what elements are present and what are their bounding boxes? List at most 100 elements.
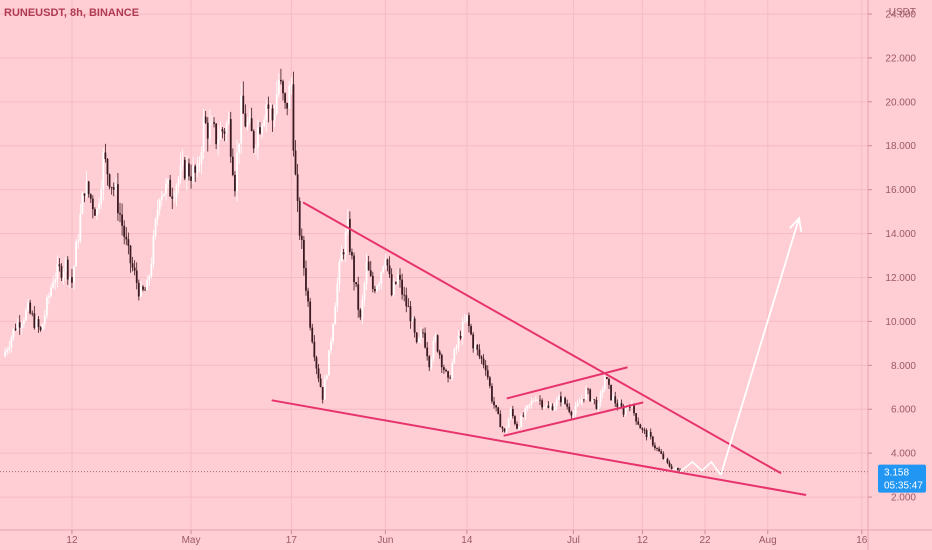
candle-body (363, 283, 366, 300)
x-tick-label: Aug (759, 535, 777, 546)
candle-body (403, 294, 406, 296)
candle-body (223, 131, 226, 134)
candle-body (651, 436, 654, 446)
candle-body (252, 131, 255, 149)
candle-body (378, 283, 381, 286)
candle-body (382, 266, 385, 272)
candle-body (73, 266, 75, 283)
candle-body (35, 319, 38, 328)
candle-body (624, 408, 627, 415)
candle-body (543, 407, 546, 409)
candle-body (192, 166, 195, 181)
candle-body (25, 310, 27, 321)
candle-body (227, 119, 230, 124)
candle-body (674, 467, 677, 469)
candle-body (376, 285, 378, 292)
candle-body (488, 377, 491, 386)
candle-body (305, 268, 307, 291)
candle-body (457, 335, 460, 347)
candle-body (585, 388, 587, 400)
candle-body (578, 402, 581, 404)
candle-body (140, 286, 142, 297)
candle-body (482, 358, 485, 365)
x-tick-label: Jul (567, 535, 580, 546)
wedge-lower-trendline[interactable] (271, 399, 807, 496)
candle-body (119, 213, 121, 215)
candle-body (190, 176, 192, 181)
candle-body (234, 175, 236, 192)
candle-body (472, 334, 475, 349)
candle-body (524, 408, 527, 417)
symbol-label: RUNEUSDT, 8h, BINANCE (4, 7, 140, 19)
candle-body (288, 85, 291, 109)
candle-body (374, 289, 376, 292)
candle-body (424, 332, 426, 348)
flag-upper-trendline[interactable] (506, 366, 628, 400)
candle-body (495, 405, 498, 408)
candle-body (8, 347, 11, 350)
candle-body (587, 388, 589, 390)
candle-body (666, 458, 669, 463)
candle-body (413, 318, 416, 333)
x-tick-label: 22 (700, 535, 712, 546)
flag-lower-trendline[interactable] (503, 401, 644, 437)
candle-body (284, 93, 286, 103)
projection-arrow-line[interactable] (719, 217, 800, 476)
candle-body (620, 403, 623, 407)
candle-body (388, 265, 391, 275)
candle-body (518, 427, 521, 429)
candle-body (323, 378, 326, 400)
candle-body (129, 245, 132, 264)
projection-zigzag[interactable] (679, 460, 722, 476)
y-tick-label: 14.000 (885, 229, 916, 240)
candle-body (461, 321, 464, 339)
candle-body (62, 271, 65, 278)
projection-arrow-head[interactable] (789, 216, 802, 232)
candle-body (355, 282, 358, 285)
candle-body (229, 119, 232, 157)
candle-body (154, 218, 157, 237)
candle-body (6, 349, 9, 352)
x-tick-label: 12 (637, 535, 649, 546)
candle-body (263, 120, 266, 126)
candle-body (353, 255, 355, 283)
candle-body (486, 370, 489, 378)
candle-body (478, 349, 481, 357)
candle-body (37, 319, 40, 328)
candle-body (240, 95, 243, 144)
candle-body (208, 123, 211, 139)
candle-body (367, 261, 370, 271)
candle-body (411, 318, 414, 322)
candle-body (430, 358, 433, 368)
wedge-upper-trendline[interactable] (302, 201, 782, 474)
candle-body (572, 413, 575, 416)
candle-body (160, 195, 163, 200)
candle-body (292, 84, 295, 151)
candle-body (102, 152, 105, 190)
candle-body (269, 108, 272, 110)
candle-body (394, 281, 397, 284)
candle-body (158, 199, 161, 210)
candle-body (639, 424, 642, 429)
candle-body (52, 282, 55, 288)
candle-body (146, 280, 149, 291)
candle-body (135, 270, 138, 283)
candle-body (4, 351, 6, 357)
candle-body (601, 389, 604, 393)
candle-body (589, 389, 592, 402)
candle-body (275, 94, 278, 114)
candle-body (568, 406, 571, 412)
candle-body (365, 261, 368, 284)
candle-body (401, 279, 403, 295)
candle-body (282, 81, 284, 94)
candle-body (83, 193, 86, 196)
candle-body (628, 406, 631, 408)
y-tick-label: 12.000 (885, 273, 916, 284)
candle-body (254, 147, 257, 149)
x-tick-label: 12 (66, 535, 78, 546)
candle-body (286, 102, 289, 109)
candle-body (265, 104, 268, 121)
y-tick-label: 6.000 (891, 405, 916, 416)
